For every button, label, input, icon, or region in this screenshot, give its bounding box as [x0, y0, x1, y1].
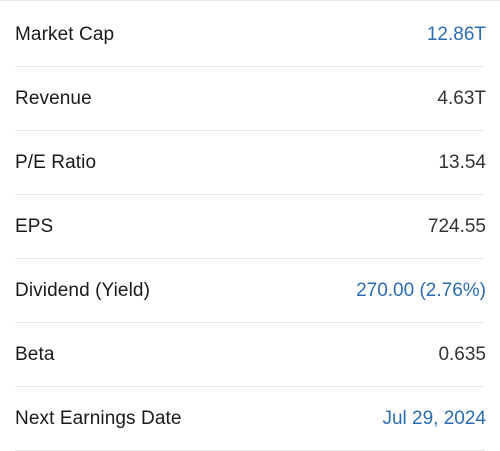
stat-label: EPS	[15, 216, 54, 237]
stat-row-dividend-yield: Dividend (Yield) 270.00 (2.76%)	[0, 259, 500, 323]
stat-label: Next Earnings Date	[15, 408, 182, 429]
stat-label: Dividend (Yield)	[15, 280, 151, 301]
stat-value: 4.63T	[437, 88, 486, 109]
stat-row-revenue: Revenue 4.63T	[0, 67, 500, 131]
stat-row-next-earnings-date: Next Earnings Date Jul 29, 2024	[0, 387, 500, 451]
stat-label: Beta	[15, 344, 55, 365]
stat-row-eps: EPS 724.55	[0, 195, 500, 259]
stat-value: 0.635	[438, 344, 486, 365]
next-earnings-date-link[interactable]: Jul 29, 2024	[382, 408, 486, 429]
stat-label: P/E Ratio	[15, 152, 97, 173]
stat-label: Revenue	[15, 88, 92, 109]
stat-row-beta: Beta 0.635	[0, 323, 500, 387]
stat-label: Market Cap	[15, 24, 115, 45]
stat-row-pe-ratio: P/E Ratio 13.54	[0, 131, 500, 195]
stat-row-market-cap: Market Cap 12.86T	[0, 3, 500, 67]
stat-value: 724.55	[427, 216, 486, 237]
market-cap-link[interactable]: 12.86T	[426, 24, 486, 45]
stat-value: 13.54	[438, 152, 486, 173]
dividend-yield-link[interactable]: 270.00 (2.76%)	[356, 280, 486, 301]
